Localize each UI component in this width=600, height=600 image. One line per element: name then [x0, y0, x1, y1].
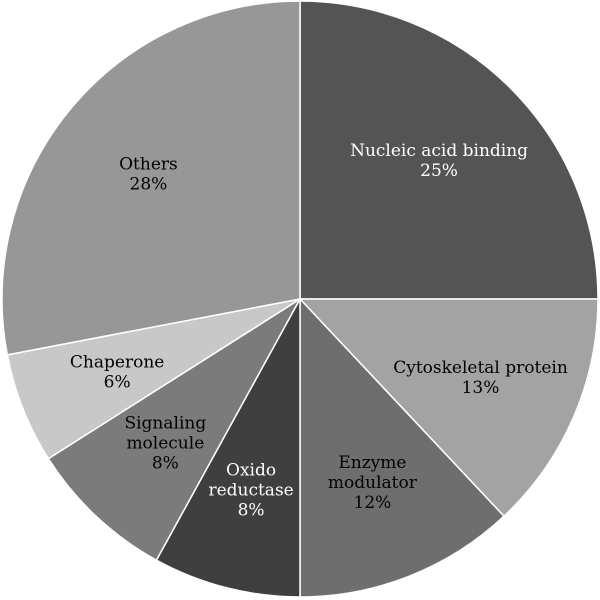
slice-name-label: Enzyme — [338, 453, 406, 473]
slice-percent-label: 12% — [354, 493, 392, 513]
slice-label: Signaling molecule 8% — [124, 413, 206, 473]
slice-label: Oxido reductase 8% — [208, 461, 293, 521]
slice-percent-label: 25% — [420, 161, 458, 181]
pie-slice — [155, 298, 301, 598]
slice-label: Enzyme modulator 12% — [328, 453, 418, 513]
slice-name-label: Others — [119, 155, 178, 175]
slice-name-label: reductase — [208, 481, 293, 501]
pie-slice — [299, 0, 599, 300]
slice-percent-label: 28% — [130, 175, 168, 195]
slice-label: Others 28% — [119, 155, 178, 195]
slice-name-label: Nucleic acid binding — [350, 141, 528, 161]
slice-percent-label: 8% — [238, 501, 265, 521]
slice-percent-label: 8% — [152, 453, 179, 473]
pie-slice — [299, 297, 506, 598]
slice-name-label: Chaperone — [70, 352, 164, 372]
slice-name-label: molecule — [126, 433, 204, 453]
slice-name-label: Signaling — [124, 413, 206, 433]
slice-percent-label: 6% — [104, 372, 131, 392]
slice-name-label: Oxido — [226, 461, 276, 481]
slice-name-label: modulator — [328, 473, 418, 493]
slice-label: Cytoskeletal protein 13% — [393, 358, 568, 398]
slice-percent-label: 13% — [462, 378, 500, 398]
slice-name-label: Cytoskeletal protein — [393, 358, 568, 378]
pie-slice — [47, 298, 301, 562]
pie-slice — [1, 0, 301, 356]
slice-label: Chaperone 6% — [70, 352, 164, 392]
pie-slice — [298, 298, 599, 518]
slice-label: Nucleic acid binding 25% — [350, 141, 528, 181]
